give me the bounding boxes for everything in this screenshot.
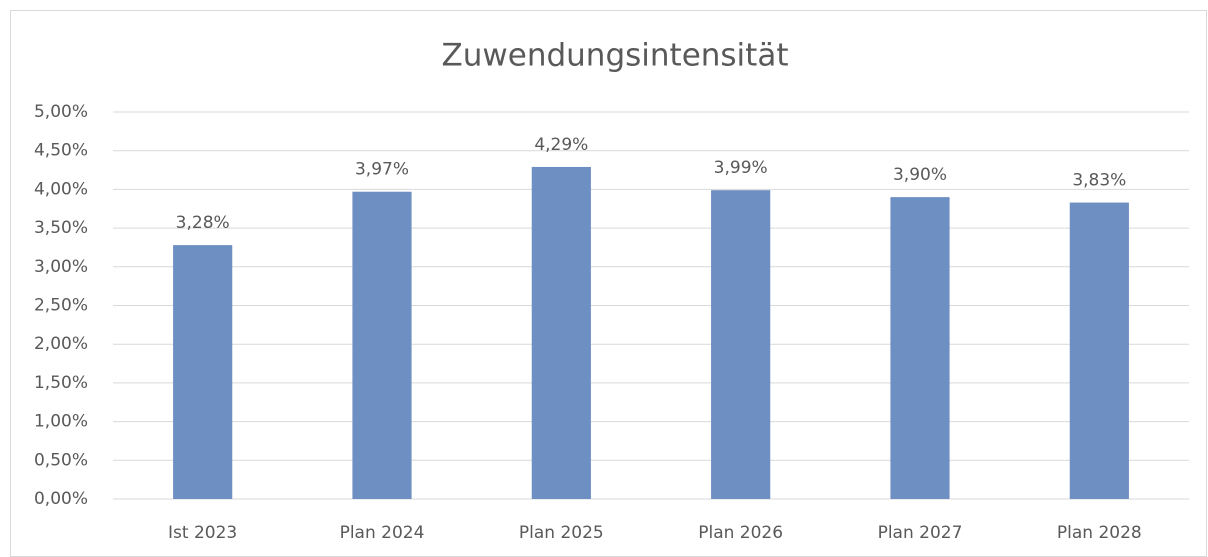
bar <box>1069 202 1129 500</box>
y-tick-label: 3,50% <box>34 218 88 238</box>
y-tick-label: 3,00% <box>34 257 88 277</box>
y-tick-label: 1,50% <box>34 373 88 393</box>
y-tick-label: 2,50% <box>34 296 88 316</box>
x-tick-label: Plan 2024 <box>340 523 425 543</box>
bar <box>711 190 771 499</box>
bar <box>890 197 950 499</box>
data-label: 4,29% <box>534 135 588 155</box>
x-tick-label: Plan 2026 <box>698 523 783 543</box>
chart-title: Zuwendungsintensität <box>442 38 789 74</box>
y-tick-label: 1,00% <box>34 412 88 432</box>
y-tick-label: 0,50% <box>34 450 88 470</box>
y-tick-label: 5,00% <box>34 102 88 122</box>
x-tick-label: Plan 2025 <box>519 523 604 543</box>
data-label: 3,97% <box>355 160 409 180</box>
x-tick-label: Ist 2023 <box>168 523 237 543</box>
y-tick-label: 4,50% <box>34 141 88 161</box>
bar <box>531 166 591 500</box>
x-tick-label: Plan 2027 <box>878 523 963 543</box>
bar <box>352 191 412 500</box>
y-tick-label: 2,00% <box>34 334 88 354</box>
data-label: 3,99% <box>714 158 768 178</box>
data-label: 3,28% <box>176 213 230 233</box>
y-tick-label: 0,00% <box>34 489 88 509</box>
x-tick-label: Plan 2028 <box>1057 523 1142 543</box>
y-tick-label: 4,00% <box>34 179 88 199</box>
data-label: 3,83% <box>1072 171 1126 191</box>
bar <box>173 245 233 499</box>
data-label: 3,90% <box>893 165 947 185</box>
